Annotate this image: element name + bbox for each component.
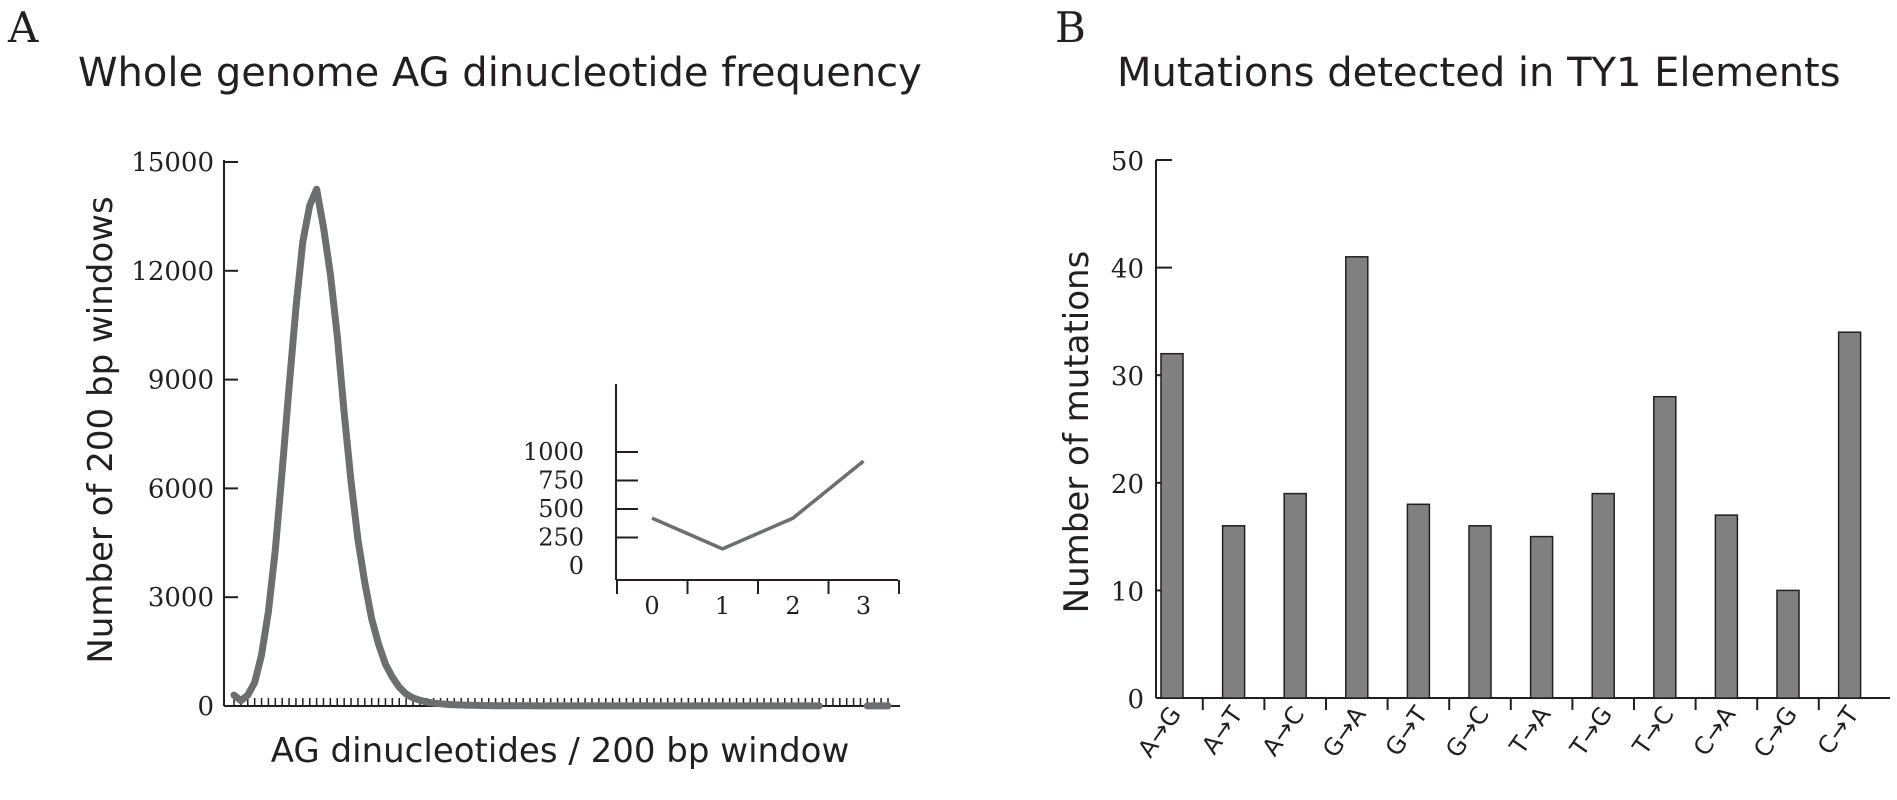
x-tick-label-b: G→C: [1440, 701, 1495, 762]
bar-5: [1468, 525, 1492, 699]
bar-7: [1591, 492, 1615, 699]
y-tick-label-a: 15000: [131, 148, 214, 178]
y-axis-label-a: Number of 200 bp windows: [81, 196, 121, 663]
inset-series-line: [651, 459, 865, 551]
axes-b: [1155, 160, 1890, 699]
bar-11: [1837, 331, 1862, 699]
inset-y-tick-label: 250: [538, 524, 584, 552]
chart-title-b: Mutations detected in TY1 Elements: [1117, 50, 1841, 96]
inset-y-tick-label: 0: [569, 552, 584, 580]
inset-x-tick-label: 3: [856, 592, 871, 620]
inset-x-tick-label: 2: [785, 592, 800, 620]
x-tick-label-b: T→G: [1564, 701, 1618, 762]
x-tick-label-b: C→T: [1812, 701, 1865, 760]
bars-b: [1160, 256, 1862, 710]
x-tick-label-b: A→C: [1257, 701, 1311, 761]
panel-letter-a: A: [7, 3, 39, 52]
chart-title-a: Whole genome AG dinucleotide frequency: [78, 50, 922, 96]
x-tick-label-b: A→T: [1196, 701, 1248, 759]
inset-y-tick-label: 1000: [523, 438, 584, 466]
inset-y-tick-label: 500: [538, 495, 584, 523]
series-line-a: [230, 185, 892, 710]
y-tick-label-a: 12000: [131, 257, 214, 287]
inset-x-tick-label: 0: [644, 592, 659, 620]
bar-9: [1714, 514, 1739, 699]
x-tick-label-b: C→G: [1748, 701, 1803, 762]
y-ticks-a: 0 3000 6000 9000 12000 15000: [131, 148, 238, 722]
x-tick-labels-b: A→G A→T A→C G→A G→T G→C T→A T→G T→C C→A C→G C→T: [1132, 701, 1864, 763]
bar-2: [1283, 492, 1307, 699]
y-tick-label-a: 6000: [148, 474, 214, 504]
inset-x-tick-label: 1: [715, 592, 730, 620]
y-tick-label-a: 9000: [148, 366, 214, 396]
y-tick-label-a: 3000: [148, 583, 214, 613]
bar-8: [1653, 395, 1677, 699]
x-tick-label-b: T→C: [1627, 701, 1680, 760]
y-tick-label-a: 0: [197, 692, 214, 722]
x-axis-label-a: AG dinucleotides / 200 bp window: [271, 731, 850, 771]
bar-3: [1345, 256, 1369, 699]
bar-0: [1160, 352, 1184, 699]
y-tick-label-b: 40: [1111, 255, 1144, 285]
y-tick-label-b: 0: [1127, 685, 1144, 715]
inset-y-tick-label: 750: [538, 467, 584, 495]
panel-a: A Whole genome AG dinucleotide frequency…: [7, 3, 922, 771]
bar-4: [1406, 503, 1431, 699]
y-axis-label-b: Number of mutations: [1057, 251, 1097, 614]
y-tick-label-b: 30: [1111, 362, 1144, 392]
x-tick-label-b: G→T: [1380, 701, 1434, 761]
x-tick-label-b: G→A: [1317, 701, 1372, 763]
panel-b: B Mutations detected in TY1 Elements Num…: [1055, 3, 1890, 763]
y-tick-label-b: 20: [1111, 470, 1144, 500]
y-tick-label-b: 50: [1111, 147, 1144, 177]
y-tick-label-b: 10: [1111, 577, 1144, 607]
panel-letter-b: B: [1055, 3, 1086, 52]
bar-10: [1776, 589, 1800, 699]
bar-1: [1221, 525, 1246, 699]
bar-6: [1529, 535, 1554, 699]
